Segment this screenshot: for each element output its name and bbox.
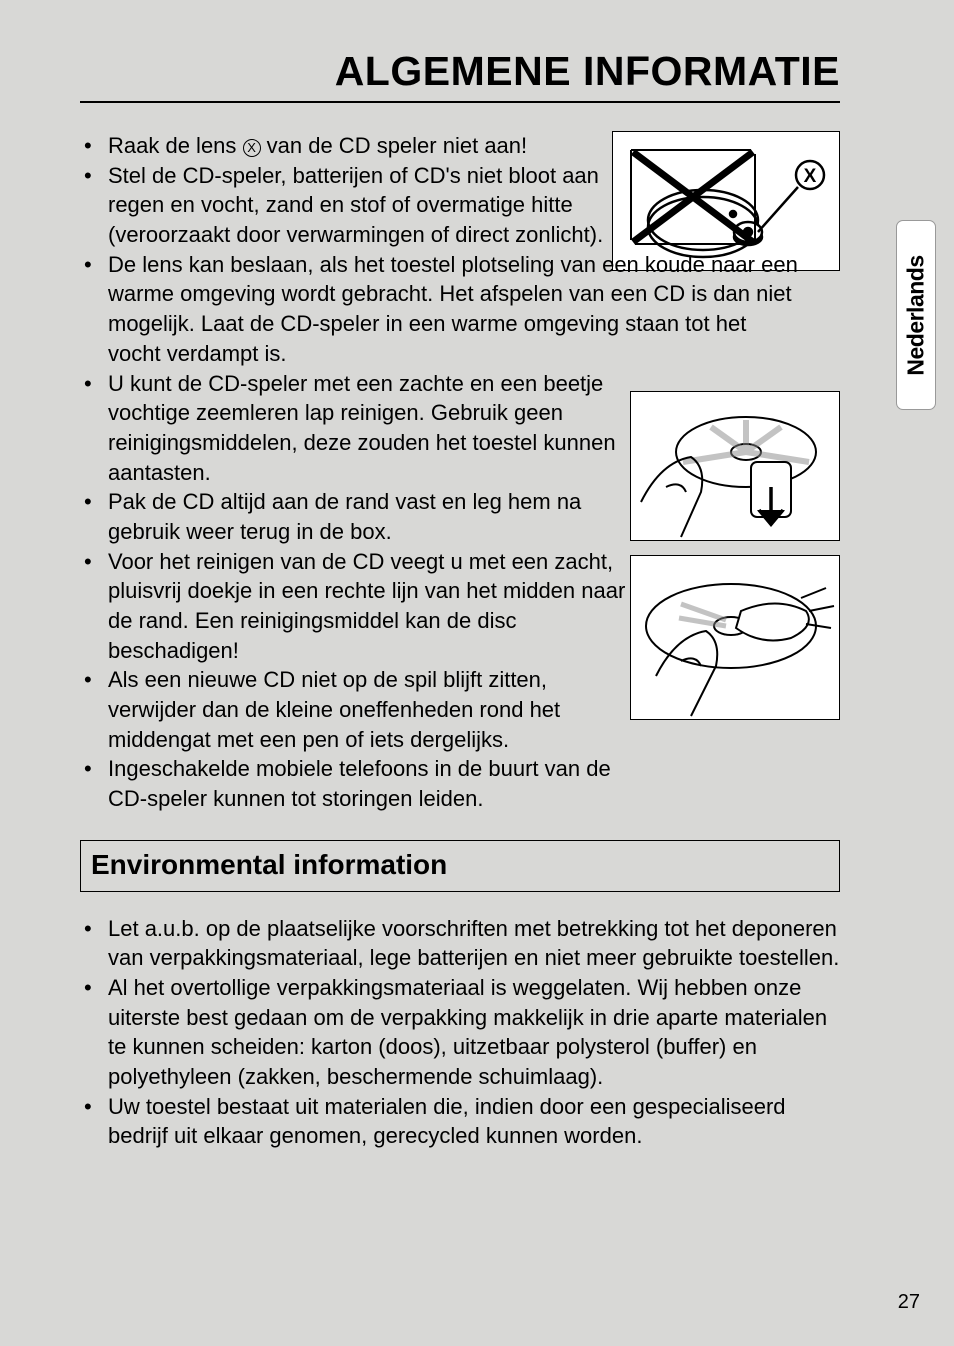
page-content: ALGEMENE INFORMATIE X	[80, 48, 840, 1151]
list-item: Pak de CD altijd aan de rand vast en leg…	[80, 487, 626, 546]
list-text-post: van de CD speler niet aan!	[261, 133, 528, 158]
list-item: Als een nieuwe CD niet op de spil blijft…	[80, 665, 626, 754]
page-number: 27	[898, 1291, 920, 1314]
list-item: Al het overtollige verpakkingsmateriaal …	[80, 973, 840, 1092]
illustration-disc-wipe	[630, 555, 840, 720]
language-tab: Nederlands	[896, 220, 936, 410]
list-item: De lens kan beslaan, als het toestel plo…	[80, 250, 804, 369]
circled-x-icon: X	[243, 139, 261, 157]
page-title: ALGEMENE INFORMATIE	[80, 48, 840, 103]
lens-x-label: X	[804, 166, 817, 187]
list-item: Voor het reinigen van de CD veegt u met …	[80, 547, 626, 666]
content-area: X	[80, 131, 840, 1151]
section-heading: Environmental information	[80, 840, 840, 892]
list-item: Uw toestel bestaat uit materialen die, i…	[80, 1092, 840, 1151]
list-text-pre: Raak de lens	[108, 133, 243, 158]
list-item: Ingeschakelde mobiele telefoons in de bu…	[80, 754, 626, 813]
illustration-disc-handling	[630, 391, 840, 541]
list-item: U kunt de CD-speler met een zachte en ee…	[80, 369, 626, 488]
list-item: Raak de lens X van de CD speler niet aan…	[80, 131, 608, 161]
language-tab-label: Nederlands	[903, 255, 930, 375]
list-item: Let a.u.b. op de plaatselijke voorschrif…	[80, 914, 840, 973]
list-item: Stel de CD-speler, batterijen of CD's ni…	[80, 161, 608, 250]
bullet-list-env: Let a.u.b. op de plaatselijke voorschrif…	[80, 914, 840, 1152]
